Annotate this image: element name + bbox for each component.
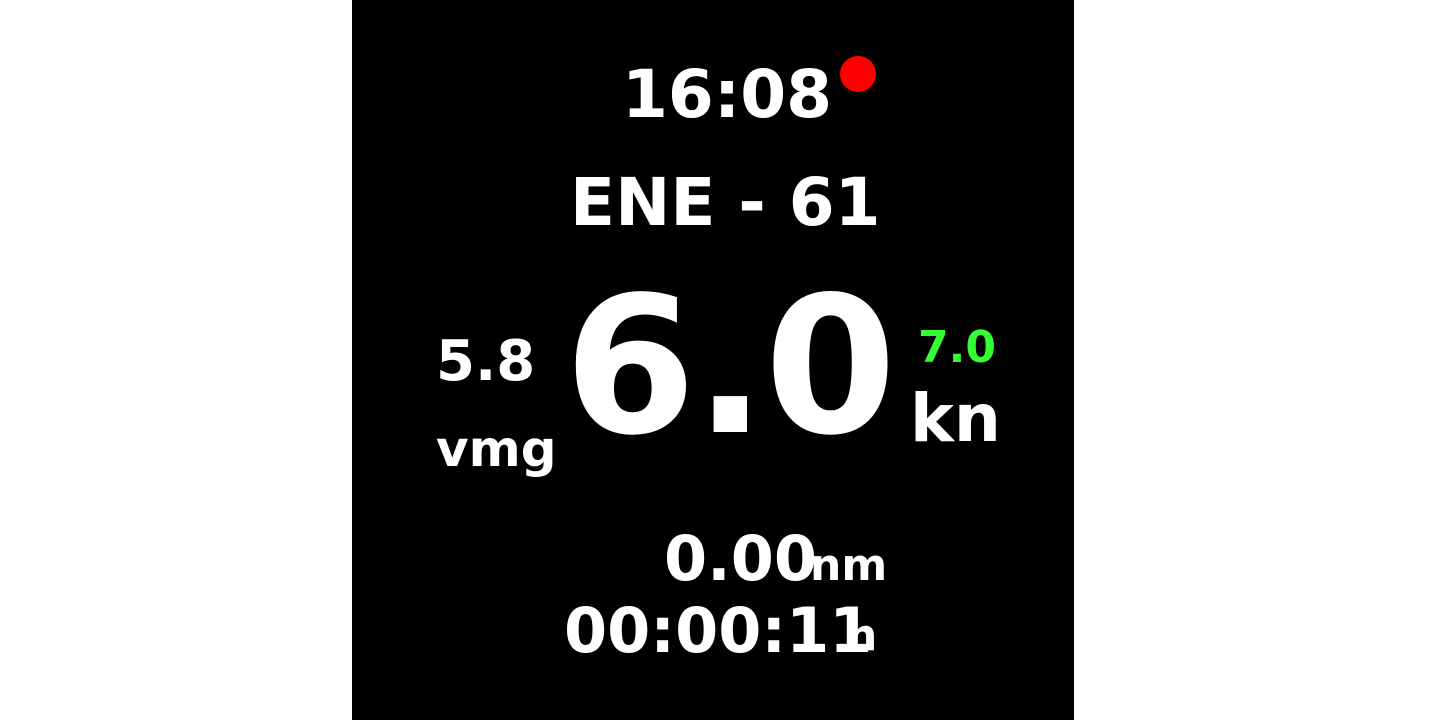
vmg-value: 5.8: [436, 329, 536, 394]
speed-value: 6.0: [564, 256, 897, 477]
recording-indicator-icon: [840, 56, 876, 92]
distance-value: 0.00: [664, 522, 817, 595]
elapsed-time-value: 00:00:11: [564, 594, 873, 667]
heading-readout: ENE - 61: [570, 164, 881, 241]
speed-unit: kn: [910, 380, 1001, 457]
distance-unit: nm: [810, 540, 888, 591]
elapsed-time-unit: h: [846, 610, 878, 661]
clock: 16:08: [622, 56, 833, 133]
sailing-display: 16:08 ENE - 61 5.8 vmg 6.0 7.0 kn 0.00 n…: [352, 0, 1074, 720]
target-speed: 7.0: [918, 322, 996, 373]
vmg-label: vmg: [436, 420, 557, 478]
